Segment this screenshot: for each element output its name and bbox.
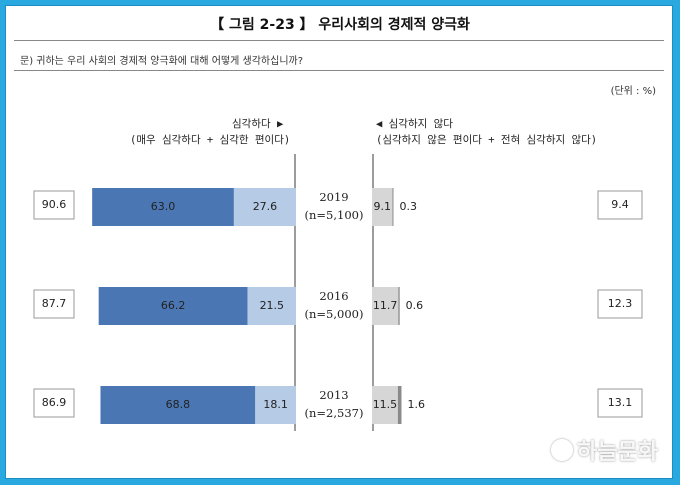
year-label: 2013: [319, 388, 348, 402]
bar-very-serious: [98, 287, 248, 325]
label-not-very-serious: 9.1: [373, 200, 391, 213]
year-label: 2019: [319, 190, 348, 204]
left-header: 심각하다 ▶: [232, 118, 284, 130]
label-not-at-all-serious: 0.3: [399, 200, 417, 213]
title-divider: [14, 40, 664, 41]
label-not-very-serious: 11.5: [373, 398, 398, 411]
left-subheader: (매우 심각하다 + 심각한 편이다): [130, 134, 291, 146]
bar-not-at-all-serious: [397, 386, 402, 424]
total-not-serious-value: 12.3: [608, 297, 633, 310]
bar-very-serious: [100, 386, 256, 424]
bar-not-at-all-serious: [398, 287, 400, 325]
total-serious-box: [33, 289, 75, 319]
total-serious-value: 87.7: [42, 297, 67, 310]
figure-title: 【 그림 2-23 】 우리사회의 경제적 양극화: [210, 17, 470, 33]
sample-size-label: (n=5,100): [305, 208, 364, 222]
question-divider: [14, 70, 664, 71]
right-header: ◀ 심각하지 않다: [376, 118, 453, 130]
total-not-serious-box: [597, 289, 643, 319]
total-serious-value: 86.9: [42, 396, 67, 409]
bar-somewhat-serious: [247, 287, 296, 325]
bar-not-at-all-serious: [392, 188, 394, 226]
label-not-very-serious: 11.7: [373, 299, 398, 312]
bar-not-very-serious: [372, 386, 398, 424]
total-serious-box: [33, 190, 75, 220]
label-not-at-all-serious: 1.6: [407, 398, 425, 411]
label-not-at-all-serious: 0.6: [406, 299, 424, 312]
watermark: 하늘문화: [551, 434, 658, 466]
label-somewhat-serious: 18.1: [263, 398, 288, 411]
bar-not-very-serious: [372, 287, 399, 325]
label-very-serious: 68.8: [166, 398, 191, 411]
bar-somewhat-serious: [233, 188, 296, 226]
label-very-serious: 66.2: [161, 299, 186, 312]
bar-not-very-serious: [372, 188, 393, 226]
right-subheader: (심각하지 않은 편이다 + 전혀 심각하지 않다): [376, 134, 598, 146]
label-somewhat-serious: 27.6: [253, 200, 278, 213]
watermark-text: 하늘문화: [577, 440, 658, 465]
bar-somewhat-serious: [255, 386, 296, 424]
total-not-serious-value: 9.4: [611, 198, 629, 211]
total-serious-value: 90.6: [42, 198, 67, 211]
total-serious-box: [33, 388, 75, 418]
survey-question: 문) 귀하는 우리 사회의 경제적 양극화에 대해 어떻게 생각하십니까?: [20, 56, 304, 67]
sample-size-label: (n=5,000): [305, 307, 364, 321]
sample-size-label: (n=2,537): [305, 406, 364, 420]
year-label: 2016: [319, 289, 348, 303]
figure-frame: 【 그림 2-23 】 우리사회의 경제적 양극화 문) 귀하는 우리 사회의 …: [5, 5, 673, 479]
total-not-serious-box: [597, 190, 643, 220]
label-somewhat-serious: 21.5: [260, 299, 285, 312]
watermark-logo-icon: [551, 439, 574, 461]
unit-label: (단위 : %): [610, 86, 656, 97]
bar-very-serious: [92, 188, 234, 226]
total-not-serious-value: 13.1: [608, 396, 633, 409]
chart-area: 63.0 27.6 9.1 0.3 2019 (n=5,100) 90.6 9.4 66.2 21…: [33, 154, 643, 431]
total-not-serious-box: [597, 388, 643, 418]
label-very-serious: 63.0: [151, 200, 176, 213]
